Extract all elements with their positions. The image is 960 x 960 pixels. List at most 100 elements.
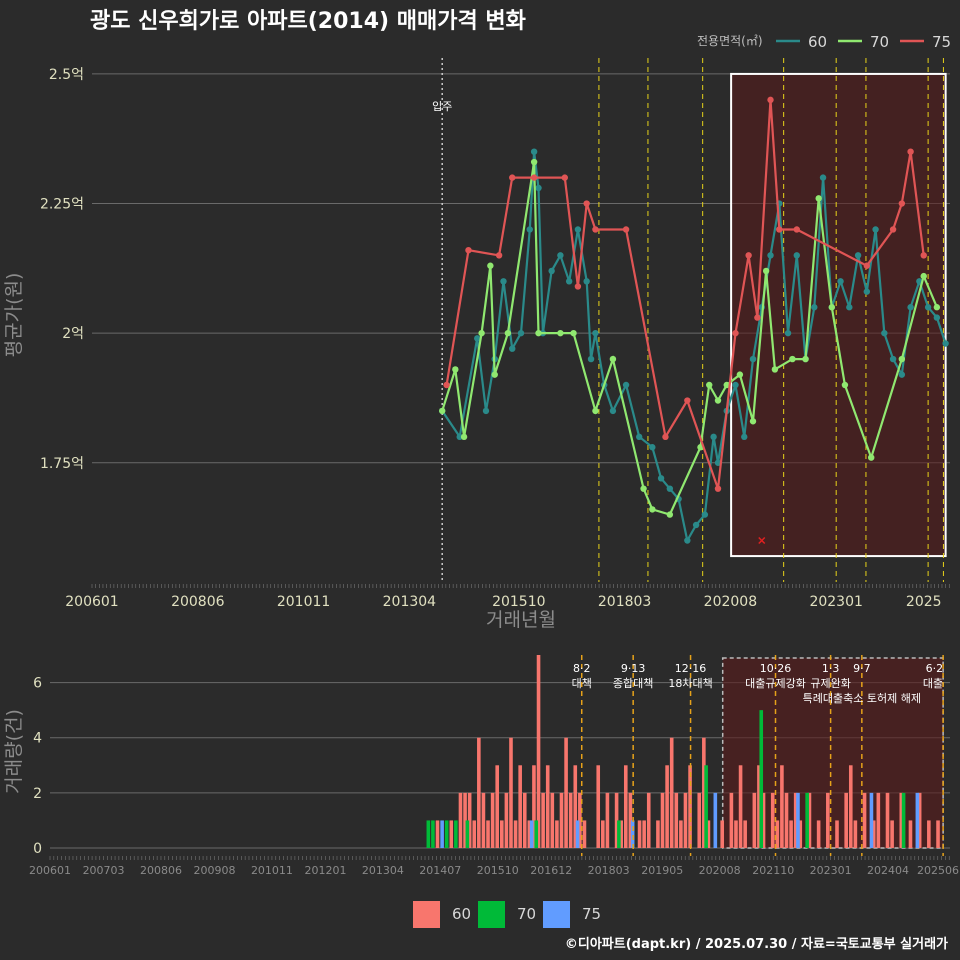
data-point-75 <box>793 226 800 233</box>
bar-legend-swatch-60 <box>413 901 440 928</box>
data-point-75 <box>509 174 516 181</box>
x-tick-label: 202008 <box>704 594 757 610</box>
data-point-70 <box>460 433 468 441</box>
data-point-75 <box>443 381 450 389</box>
bar-70 <box>534 820 539 848</box>
y-tick-label: 2.5억 <box>49 67 84 83</box>
bar-60 <box>472 820 477 848</box>
bar-x-tick-label: 201612 <box>530 864 572 877</box>
bar-60 <box>614 792 619 848</box>
data-point-60 <box>474 335 481 342</box>
data-point-60 <box>942 340 949 347</box>
data-point-75 <box>863 262 871 269</box>
data-point-70 <box>706 381 713 389</box>
data-point-60 <box>635 433 643 441</box>
data-point-60 <box>456 433 463 441</box>
bar-y-tick-label: 0 <box>33 841 42 857</box>
x-tick-label: 201011 <box>277 594 330 610</box>
policy-name: 규제완화 <box>810 677 850 690</box>
policy-name: 특례대출축소 토허제 해제 <box>803 691 921 705</box>
data-point-70 <box>570 329 577 337</box>
series-line-75 <box>445 99 925 490</box>
bar-60 <box>601 820 605 848</box>
data-point-60 <box>924 304 932 311</box>
data-point-75 <box>622 226 630 233</box>
bar-x-tick-label: 200703 <box>83 864 125 877</box>
data-point-60 <box>811 304 818 311</box>
bar-60 <box>541 792 545 848</box>
bar-60 <box>835 820 839 848</box>
bar-60 <box>683 792 688 848</box>
bar-60 <box>564 737 568 848</box>
data-point-60 <box>517 329 525 337</box>
bar-60 <box>876 792 881 848</box>
data-point-70 <box>714 397 722 404</box>
data-point-70 <box>762 267 770 275</box>
bar-60 <box>761 792 766 848</box>
data-point-75 <box>574 283 582 290</box>
bar-70 <box>704 765 708 848</box>
data-point-60 <box>692 521 700 529</box>
data-point-60 <box>622 381 630 389</box>
bar-60 <box>697 792 702 848</box>
bar-60 <box>509 737 513 848</box>
data-point-70 <box>592 407 599 415</box>
x-tick-label: 200601 <box>65 594 118 610</box>
data-point-70 <box>771 366 779 373</box>
data-point-60 <box>907 304 914 311</box>
bar-x-tick-label: 200806 <box>140 864 182 877</box>
bar-60 <box>862 792 867 848</box>
bar-60 <box>927 820 931 848</box>
data-point-60 <box>741 433 748 441</box>
y-tick-label: 1.75억 <box>40 456 84 472</box>
data-point-70 <box>898 355 906 363</box>
bar-60 <box>467 792 472 848</box>
data-point-60 <box>574 226 582 233</box>
bar-x-tick-label: 202008 <box>699 864 741 877</box>
bar-70 <box>454 820 458 848</box>
bar-60 <box>481 792 486 848</box>
y-axis-label: 평균가(원) <box>3 273 25 358</box>
bar-x-tick-label: 201011 <box>251 864 293 877</box>
data-point-60 <box>509 345 516 352</box>
bar-60 <box>853 820 858 848</box>
y-tick-label: 2.25억 <box>40 197 84 213</box>
y-tick-label: 2억 <box>62 326 84 342</box>
bar-60 <box>555 820 559 848</box>
bar-60 <box>899 792 904 848</box>
data-point-70 <box>841 381 849 389</box>
bar-x-tick-label: 200908 <box>194 864 236 877</box>
legend-label-70: 70 <box>870 33 889 51</box>
bar-60 <box>605 792 610 848</box>
legend-label-75: 75 <box>932 33 951 51</box>
bar-60 <box>807 792 812 848</box>
data-point-75 <box>767 96 774 104</box>
data-point-75 <box>776 226 783 233</box>
bar-60 <box>550 792 555 848</box>
data-point-75 <box>889 226 897 233</box>
bar-60 <box>679 820 683 848</box>
bar-60 <box>908 820 913 848</box>
bar-60 <box>789 820 793 848</box>
bar-y-tick-label: 4 <box>33 731 42 747</box>
series-line-60 <box>441 151 947 544</box>
data-point-60 <box>714 459 722 466</box>
bar-60 <box>637 820 642 848</box>
data-point-60 <box>881 329 888 337</box>
x-marker <box>758 536 766 545</box>
policy-name: 대출 <box>923 677 943 690</box>
bar-60 <box>642 820 646 848</box>
data-point-75 <box>754 314 761 321</box>
bar-60 <box>545 765 550 848</box>
bar-60 <box>720 820 725 848</box>
bar-y-axis-label: 거래량(건) <box>3 709 25 794</box>
data-point-60 <box>837 278 844 285</box>
bar-60 <box>477 737 481 848</box>
data-point-75 <box>592 226 599 233</box>
x-axis-label: 거래년월 <box>486 609 556 631</box>
bar-60 <box>522 792 527 848</box>
bar-60 <box>665 765 669 848</box>
bar-60 <box>936 820 940 848</box>
